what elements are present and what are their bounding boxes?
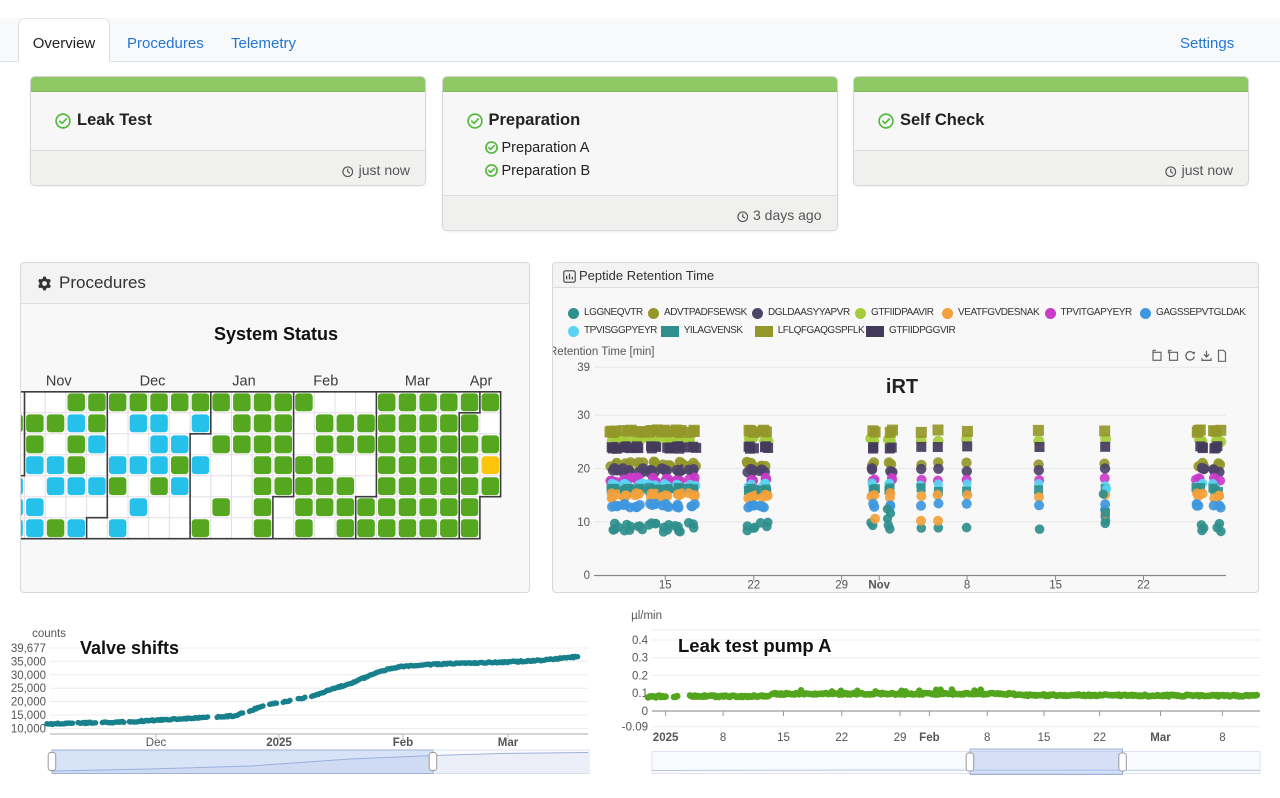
svg-text:8: 8 (720, 732, 726, 744)
svg-text:15: 15 (1038, 732, 1051, 744)
svg-text:22: 22 (747, 580, 760, 592)
svg-text:Feb: Feb (393, 737, 413, 749)
svg-text:Retention Time [min]: Retention Time [min] (553, 346, 654, 358)
svg-text:39,677: 39,677 (11, 643, 46, 655)
svg-text:2025: 2025 (266, 737, 292, 749)
svg-text:Leak test pump A: Leak test pump A (678, 635, 832, 656)
svg-text:Dec: Dec (140, 374, 166, 390)
svg-text:25,000: 25,000 (11, 683, 46, 695)
svg-text:30: 30 (577, 410, 590, 422)
svg-text:8: 8 (964, 580, 970, 592)
svg-text:0.2: 0.2 (632, 670, 648, 682)
svg-text:22: 22 (1093, 732, 1106, 744)
svg-text:Jan: Jan (232, 374, 255, 390)
svg-text:0: 0 (642, 706, 648, 718)
svg-text:10: 10 (577, 517, 590, 529)
svg-text:15: 15 (1049, 580, 1062, 592)
svg-text:20,000: 20,000 (11, 697, 46, 709)
svg-text:15,000: 15,000 (11, 710, 46, 722)
svg-text:Mar: Mar (405, 374, 430, 390)
svg-text:0.4: 0.4 (632, 635, 649, 647)
svg-text:39: 39 (577, 362, 590, 374)
svg-text:Mar: Mar (1150, 732, 1171, 744)
svg-text:iRT: iRT (886, 376, 918, 398)
svg-text:Valve shifts: Valve shifts (80, 638, 179, 658)
svg-text:35,000: 35,000 (11, 656, 46, 668)
svg-text:8: 8 (1219, 732, 1225, 744)
svg-text:20: 20 (577, 464, 590, 476)
svg-text:8: 8 (984, 732, 990, 744)
svg-text:-0.09: -0.09 (622, 722, 648, 734)
svg-text:µl/min: µl/min (631, 610, 662, 622)
svg-text:0.3: 0.3 (632, 653, 648, 665)
svg-text:10,000: 10,000 (11, 724, 46, 736)
svg-text:29: 29 (894, 732, 907, 744)
svg-text:Mar: Mar (498, 737, 519, 749)
svg-text:29: 29 (835, 580, 848, 592)
svg-text:0: 0 (584, 570, 590, 582)
svg-text:15: 15 (659, 580, 672, 592)
svg-text:counts: counts (32, 628, 66, 640)
svg-text:Apr: Apr (470, 374, 493, 390)
svg-text:15: 15 (777, 732, 790, 744)
svg-text:Nov: Nov (868, 580, 890, 592)
svg-text:22: 22 (1137, 580, 1150, 592)
svg-text:0.1: 0.1 (632, 688, 648, 700)
svg-text:2025: 2025 (653, 732, 679, 744)
svg-text:30,000: 30,000 (11, 670, 46, 682)
svg-text:Feb: Feb (313, 374, 338, 390)
svg-text:Dec: Dec (146, 737, 167, 749)
svg-text:22: 22 (835, 732, 848, 744)
svg-text:Feb: Feb (919, 732, 939, 744)
svg-text:Nov: Nov (46, 374, 73, 390)
